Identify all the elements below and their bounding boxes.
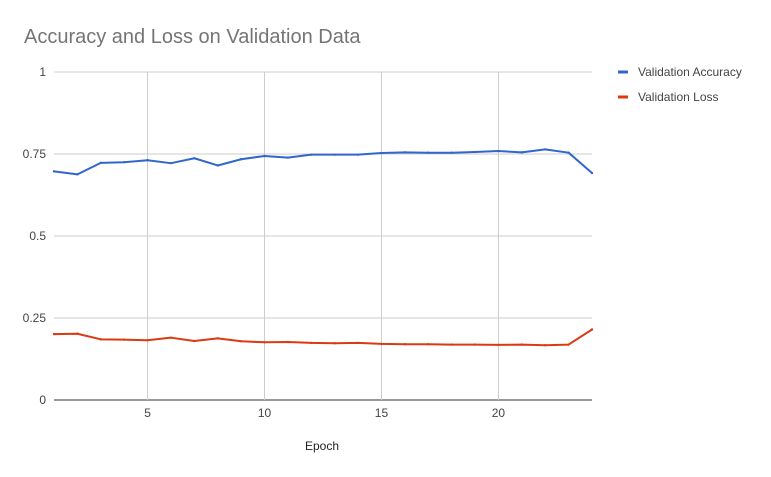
data-point <box>427 343 430 346</box>
y-tick-label: 0.25 <box>23 311 47 325</box>
data-point <box>590 328 594 331</box>
data-point <box>122 338 126 341</box>
x-axis-label: Epoch <box>305 439 339 453</box>
data-point <box>310 153 313 156</box>
data-point <box>146 159 149 162</box>
data-point <box>497 149 500 153</box>
data-point <box>473 150 477 154</box>
data-point <box>333 153 336 156</box>
series-lines <box>52 148 594 347</box>
data-point <box>193 157 196 160</box>
data-point <box>380 342 383 346</box>
data-point <box>544 344 547 347</box>
data-point <box>193 339 196 343</box>
data-point <box>99 338 102 341</box>
data-point <box>169 161 173 165</box>
x-tick-label: 5 <box>144 406 151 420</box>
data-point <box>450 343 453 346</box>
series-line-1 <box>53 328 593 347</box>
chart-title: Accuracy and Loss on Validation Data <box>24 26 361 48</box>
data-point <box>286 156 290 159</box>
legend-label: Validation Loss <box>638 90 719 104</box>
data-point <box>567 343 570 346</box>
data-point <box>169 336 173 339</box>
data-point <box>263 341 266 344</box>
data-point <box>356 341 360 345</box>
x-tick-label: 15 <box>375 406 389 420</box>
data-point <box>99 161 102 165</box>
data-point <box>380 151 383 155</box>
data-point <box>544 148 547 151</box>
data-point <box>473 343 477 346</box>
series-line-0 <box>53 148 593 176</box>
data-point <box>356 153 360 156</box>
y-tick-label: 0.75 <box>23 147 47 161</box>
data-point <box>216 337 219 340</box>
y-tick-label: 0.5 <box>29 229 46 243</box>
data-point <box>263 154 266 158</box>
data-point <box>497 343 500 347</box>
data-point <box>146 339 149 342</box>
x-tick-label: 10 <box>258 406 272 420</box>
data-point <box>216 164 219 167</box>
data-point <box>76 332 79 335</box>
legend-label: Validation Accuracy <box>638 65 742 79</box>
data-point <box>520 151 524 154</box>
data-point <box>450 151 453 154</box>
x-tick-label: 20 <box>492 406 506 420</box>
grid <box>54 71 592 401</box>
data-point <box>122 161 126 164</box>
data-point <box>403 343 407 346</box>
data-point <box>333 342 336 345</box>
data-point <box>76 173 79 176</box>
data-point <box>286 340 290 344</box>
data-point <box>52 332 56 336</box>
data-point <box>403 151 407 154</box>
data-point <box>590 171 594 175</box>
data-point <box>520 343 524 346</box>
data-point <box>52 170 56 173</box>
data-point <box>239 158 243 161</box>
data-point <box>427 151 430 154</box>
data-point <box>310 341 313 345</box>
legend: Validation Accuracy Validation Loss <box>618 65 742 104</box>
y-tick-label: 0 <box>39 393 46 407</box>
y-tick-label: 1 <box>39 65 46 79</box>
data-point <box>239 340 243 343</box>
data-point <box>567 151 570 154</box>
